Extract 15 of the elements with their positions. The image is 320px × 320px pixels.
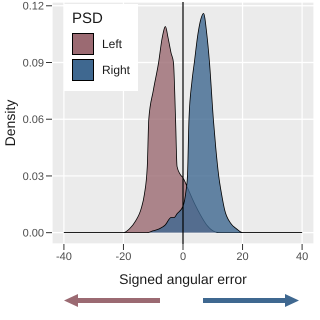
legend-label: Left — [102, 37, 122, 51]
legend-label: Right — [102, 63, 130, 77]
x-tick-label: -20 — [116, 250, 132, 263]
x-tick-label: 20 — [236, 250, 249, 263]
y-tick-label: 0.00 — [22, 228, 44, 240]
x-axis-title: Signed angular error — [119, 271, 248, 287]
y-tick-label: 0.03 — [22, 170, 44, 183]
x-tick-label: -40 — [56, 250, 72, 263]
x-tick-label: 40 — [296, 250, 308, 263]
y-tick-label: 0.06 — [22, 114, 44, 126]
y-tick-label: 0.09 — [22, 57, 44, 70]
y-axis-title: Density — [2, 100, 18, 146]
legend-title: PSD — [72, 10, 104, 27]
x-tick-label: 0 — [180, 250, 186, 263]
y-tick-label: 0.12 — [22, 0, 44, 13]
